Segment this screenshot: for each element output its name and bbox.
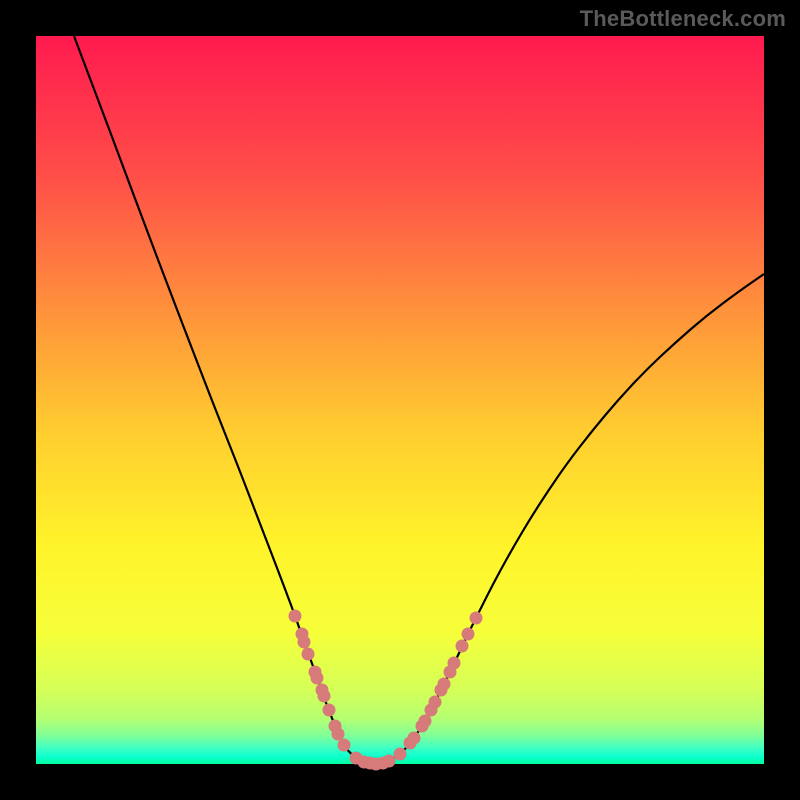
chart-plot-area <box>36 36 764 764</box>
scatter-dot <box>332 728 345 741</box>
scatter-dot <box>311 672 324 685</box>
scatter-dot <box>456 640 469 653</box>
scatter-dot <box>338 739 351 752</box>
scatter-dot <box>419 715 432 728</box>
scatter-dot <box>394 748 407 761</box>
scatter-dot <box>302 648 315 661</box>
scatter-dot <box>289 610 302 623</box>
scatter-dot <box>438 678 451 691</box>
bottleneck-curve <box>74 36 764 763</box>
scatter-dot <box>470 612 483 625</box>
chart-curve-layer <box>36 36 764 764</box>
scatter-dot <box>323 704 336 717</box>
scatter-dots <box>289 610 483 771</box>
scatter-dot <box>408 732 421 745</box>
scatter-dot <box>318 690 331 703</box>
scatter-dot <box>448 657 461 670</box>
scatter-dot <box>462 628 475 641</box>
scatter-dot <box>298 636 311 649</box>
scatter-dot <box>383 755 396 768</box>
watermark-text: TheBottleneck.com <box>580 6 786 32</box>
scatter-dot <box>429 696 442 709</box>
